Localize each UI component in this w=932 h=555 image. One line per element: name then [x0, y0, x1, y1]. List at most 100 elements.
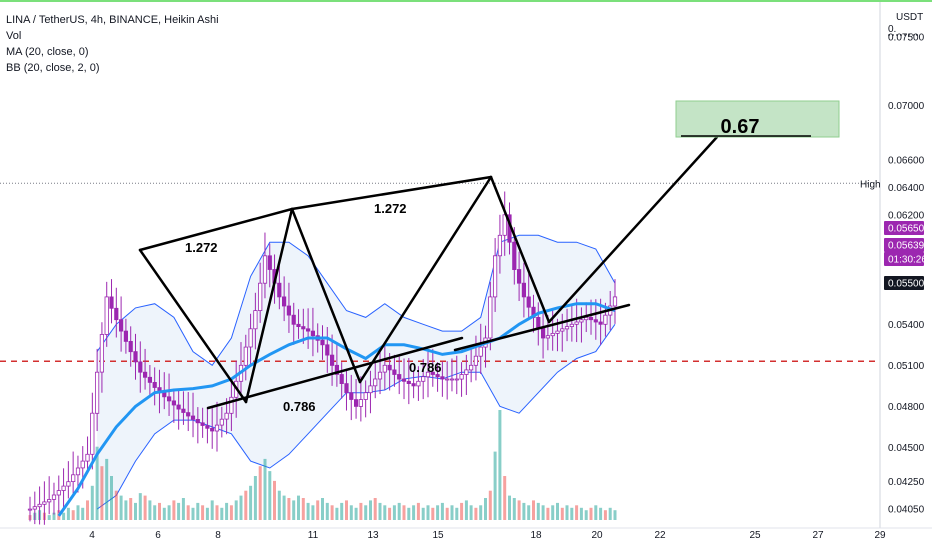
volume-bar	[162, 507, 166, 520]
volume-bar	[359, 502, 363, 520]
pattern-line	[290, 175, 493, 211]
volume-bar	[450, 505, 454, 520]
candle-body	[502, 214, 507, 236]
candle-body	[214, 424, 220, 432]
indicator-volume[interactable]: Vol	[6, 30, 22, 42]
volume-bar	[589, 507, 593, 520]
candle-body	[277, 282, 282, 298]
volume-bar	[81, 507, 85, 520]
candle-body	[310, 330, 316, 337]
candle-body	[550, 332, 555, 337]
candle-body	[51, 494, 57, 500]
date-tick-label: 15	[432, 530, 444, 541]
candle-body	[497, 234, 503, 257]
candle-body	[32, 506, 37, 510]
candle-body	[171, 400, 176, 406]
candle-body	[104, 296, 109, 335]
candle-body	[200, 422, 205, 426]
price-badge-label: 0.05650	[888, 224, 925, 235]
candle-body	[205, 425, 210, 429]
price-badge	[884, 252, 924, 266]
candle-body	[564, 326, 570, 330]
volume-bar	[215, 505, 219, 520]
candle-body	[593, 319, 598, 323]
volume-bar	[297, 495, 300, 520]
pattern-line	[244, 207, 294, 404]
volume-bar	[196, 502, 200, 520]
indicator-ma[interactable]: MA (20, close, 0)	[6, 46, 89, 58]
price-badge-label: 0.05639	[888, 241, 925, 252]
volume-bar	[287, 498, 291, 520]
volume-bar	[560, 507, 564, 520]
pattern-line	[547, 135, 719, 324]
volume-bar	[464, 500, 468, 520]
volume-bar	[119, 495, 123, 520]
volume-bar	[440, 502, 444, 520]
candle-body	[435, 374, 440, 378]
volume-bar	[546, 507, 550, 520]
volume-bar	[186, 505, 190, 520]
candle-body	[320, 339, 325, 346]
candle-body	[99, 334, 104, 373]
candle-body	[468, 364, 474, 371]
candle-body	[574, 321, 579, 325]
candle-body	[373, 378, 378, 387]
volume-bar	[421, 507, 425, 520]
candle-body	[162, 392, 167, 398]
candle-body	[142, 371, 148, 378]
candle-body	[152, 381, 157, 388]
volume-bar	[191, 507, 195, 520]
candle-body	[305, 328, 311, 332]
candle-body	[219, 418, 224, 426]
volume-bar	[416, 502, 420, 520]
candle-body	[95, 371, 100, 414]
candle-body	[56, 490, 61, 496]
price-tick-label: 0.07000	[888, 101, 925, 112]
candle-body	[454, 378, 459, 381]
volume-bar	[268, 471, 272, 520]
volume-bar	[551, 505, 555, 520]
candle-body	[382, 364, 387, 373]
volume-bar	[124, 500, 128, 520]
volume-bar	[258, 466, 262, 520]
volume-bar	[114, 490, 118, 520]
volume-bar	[134, 502, 137, 520]
candle-body	[512, 241, 517, 270]
candle-body	[109, 296, 114, 309]
volume-bar	[321, 498, 324, 520]
volume-bar	[397, 502, 401, 520]
candle-body	[166, 396, 172, 402]
volume-bar	[253, 476, 257, 520]
volume-bar	[301, 498, 305, 520]
volume-bar	[340, 502, 344, 520]
volume-bar	[431, 507, 435, 520]
date-tick-label: 13	[367, 530, 379, 541]
volume-bar	[479, 505, 483, 520]
candle-body	[262, 255, 268, 284]
date-tick-label: 6	[155, 530, 161, 541]
candle-body	[186, 412, 191, 417]
candle-body	[61, 485, 66, 491]
volume-bar	[517, 500, 521, 520]
volume-bar	[565, 505, 569, 520]
candle-body	[119, 319, 124, 332]
candle-body	[291, 314, 296, 325]
candle-body	[473, 355, 479, 366]
high-label: High	[860, 179, 881, 190]
volume-bar	[354, 507, 358, 520]
volume-bar	[129, 498, 133, 520]
chart-title: LINA / TetherUS, 4h, BINANCE, Heikin Ash…	[6, 14, 219, 26]
volume-bar	[541, 505, 545, 520]
moving-average-line	[57, 302, 616, 517]
candle-body	[71, 474, 76, 482]
volume-bar	[498, 410, 502, 520]
candle-body	[459, 374, 464, 380]
candle-body	[229, 396, 234, 414]
price-tick-label: 0.06200	[888, 210, 925, 221]
candle-body	[401, 378, 407, 382]
indicator-bb[interactable]: BB (20, close, 2, 0)	[6, 62, 100, 74]
volume-bar	[249, 485, 253, 520]
pattern-line	[453, 303, 631, 352]
